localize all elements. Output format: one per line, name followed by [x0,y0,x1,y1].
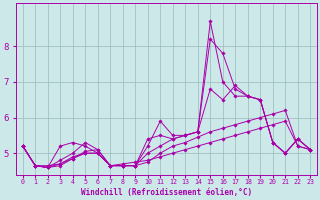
X-axis label: Windchill (Refroidissement éolien,°C): Windchill (Refroidissement éolien,°C) [81,188,252,197]
